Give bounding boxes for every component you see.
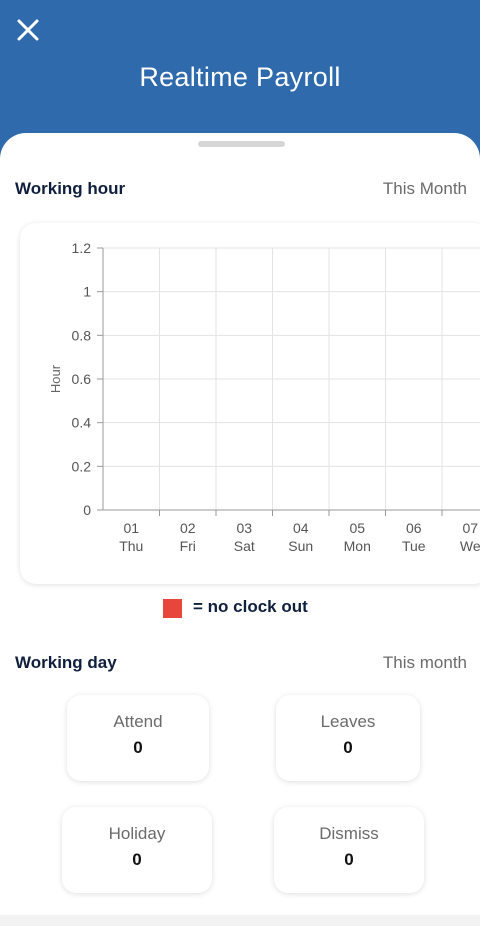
x-tick-label-day: 04 [293,520,309,536]
x-tick-label-day: 01 [123,520,139,536]
y-tick-label: 0.2 [72,458,92,474]
stat-card-holiday[interactable]: Holiday 0 [62,807,212,893]
x-tick-label-weekday: Sat [234,538,255,554]
x-tick-label-day: 06 [406,520,422,536]
chart-legend: = no clock out [0,596,480,618]
x-tick-label-weekday: Tue [402,538,426,554]
working-hour-chart-card: 0 0.2 0.4 0.6 0.8 1 1.2 01 Thu 02 Fri 03 Sat 04 Sun 05 M… [20,223,480,584]
x-tick-label-day: 07 [462,520,478,536]
y-axis-label: Hour [48,364,63,393]
working-day-period[interactable]: This month [382,653,467,672]
stat-label: Holiday [108,824,166,843]
stat-label: Attend [113,712,163,731]
y-tick-label: 1 [83,284,91,300]
x-tick-label-weekday: We [460,538,480,554]
bottom-bar [0,915,480,926]
stat-card-attend[interactable]: Attend 0 [67,695,209,781]
stat-label: Leaves [320,712,376,731]
stat-card-dismiss[interactable]: Dismiss 0 [274,807,424,893]
stat-card-leaves[interactable]: Leaves 0 [276,695,420,781]
x-tick-label-day: 02 [180,520,196,536]
x-tick-label-weekday: Fri [180,538,196,554]
stat-value: 0 [343,738,353,757]
x-tick-label-weekday: Mon [344,538,371,554]
x-tick-label-weekday: Sun [288,538,313,554]
y-tick-label: 0 [83,502,91,518]
bottom-sheet: Working hour This Month 0 0.2 0.4 0.6 0.8 1 1.… [0,133,480,926]
stat-label: Dismiss [319,824,379,843]
y-tick-label: 1.2 [72,240,92,256]
working-day-title: Working day [15,653,117,672]
legend-swatch-no-clock-out [163,599,182,618]
x-tick-label-day: 05 [349,520,365,536]
working-hour-title: Working hour [15,179,126,198]
working-hour-chart: 0 0.2 0.4 0.6 0.8 1 1.2 01 Thu 02 Fri 03 Sat 04 Sun 05 M… [48,240,480,554]
working-hour-period[interactable]: This Month [382,179,467,198]
y-tick-label: 0.4 [72,415,92,431]
close-icon[interactable] [14,16,42,44]
stat-value: 0 [132,850,142,869]
drag-handle[interactable] [198,141,285,147]
legend-label: = no clock out [193,597,308,616]
y-tick-label: 0.6 [72,371,92,387]
x-tick-label-day: 03 [236,520,252,536]
y-tick-label: 0.8 [72,327,92,343]
stat-value: 0 [344,850,354,869]
stat-value: 0 [133,738,143,757]
x-tick-label-weekday: Thu [119,538,143,554]
page-title: Realtime Payroll [139,62,341,92]
